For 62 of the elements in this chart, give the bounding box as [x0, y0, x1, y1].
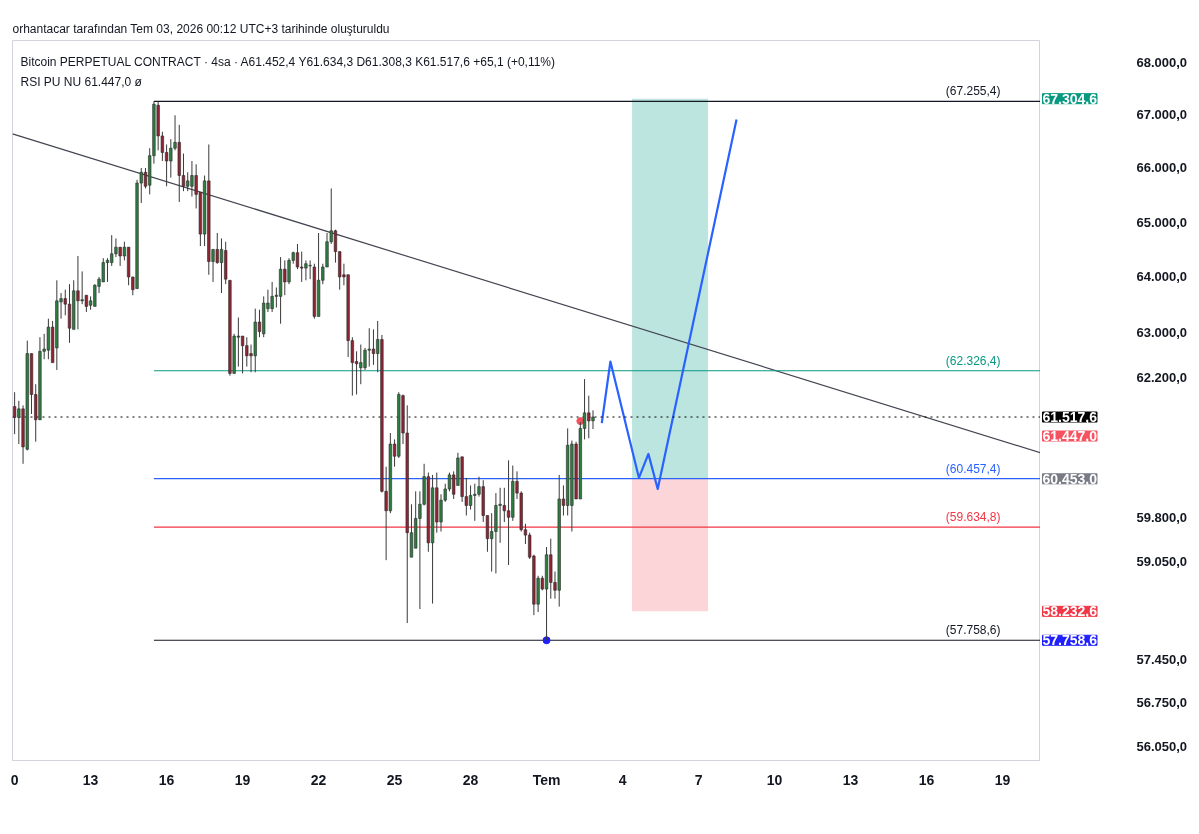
candlestick	[110, 234, 114, 267]
x-tick-label: 16	[158, 771, 175, 788]
text: 60.453,0	[1042, 470, 1098, 487]
x-tick-label: 19	[994, 771, 1011, 788]
y-tick-label: 67.000,0	[1136, 107, 1188, 123]
y-tick-label: 57.450,0	[1136, 651, 1188, 667]
y-tick-label: 56.750,0	[1136, 695, 1188, 711]
text: 57.758,6	[1042, 632, 1098, 649]
y-tick-label: 62.200,0	[1136, 370, 1188, 386]
candlestick	[371, 328, 376, 366]
y-tick-label: 68.000,0	[1136, 54, 1188, 70]
y-tick-label: 64.000,0	[1136, 269, 1188, 285]
candlestick	[270, 281, 274, 313]
series-label: (59.634,8)	[945, 510, 1001, 525]
x-tick-label: Tem	[532, 771, 561, 788]
y-tick-label: 66.000,0	[1136, 160, 1188, 176]
x-tick-label: 13	[82, 771, 99, 788]
candlestick	[367, 327, 371, 368]
candlestick	[105, 257, 110, 283]
candlestick	[591, 409, 595, 430]
candlestick	[300, 251, 304, 283]
candlestick	[76, 255, 80, 330]
candlestick	[186, 171, 190, 192]
x-tick-label: 28	[462, 771, 479, 788]
y-tick-label: 59.800,0	[1136, 509, 1188, 525]
y-tick-label: 65.000,0	[1136, 214, 1188, 230]
x-tick-label: 10	[766, 771, 783, 788]
candlestick	[219, 237, 224, 294]
x-tick-label: 16	[918, 771, 935, 788]
y-tick-label: 56.050,0	[1136, 739, 1188, 755]
y-tick-label: 63.000,0	[1136, 325, 1188, 341]
candlestick	[80, 270, 84, 305]
text: Bitcoin PERPETUAL CONTRACT · 4sa · A61.452,4 Y61.634,3 D61.308,3 K61.517,6 +65,1 (+0,11%)	[20, 54, 556, 69]
candlestick	[359, 344, 363, 385]
candlestick	[17, 400, 21, 445]
ref-line-label: 61.517,6	[1042, 409, 1098, 426]
candlestick	[304, 259, 308, 281]
x-tick-label: 4	[618, 771, 627, 788]
series-label: (67.255,4)	[945, 84, 1001, 99]
series-label: (57.758,6)	[945, 623, 1001, 638]
text: 67.304,6	[1042, 90, 1098, 107]
x-tick-label: 7	[694, 771, 703, 788]
series-label: (60.457,4)	[945, 461, 1001, 476]
text: 58.232,6	[1042, 603, 1098, 620]
series-label: (62.326,4)	[945, 353, 1001, 368]
candlestick	[283, 259, 287, 296]
x-tick-label: 25	[386, 771, 403, 788]
text: 61.447,0	[1042, 428, 1098, 445]
candlestick	[363, 347, 367, 371]
annotation: RSI PU NU 61.447,0 ø	[20, 74, 143, 89]
chart-title: orhantacar tarafından Tem 03, 2026 00:12 UTC+3 tarihinde oluşturuldu	[12, 21, 390, 36]
y-tick-label: 59.050,0	[1136, 554, 1188, 570]
candlestick	[240, 335, 245, 374]
candlestick	[245, 336, 249, 368]
x-tick-label: 0	[10, 771, 19, 788]
candlestick	[506, 459, 511, 566]
x-tick-label: 19	[234, 771, 251, 788]
x-tick-label: 13	[842, 771, 859, 788]
candlestick	[587, 395, 591, 439]
x-tick-label: 22	[310, 771, 327, 788]
candlestick	[295, 243, 300, 270]
candlestick	[190, 160, 194, 198]
